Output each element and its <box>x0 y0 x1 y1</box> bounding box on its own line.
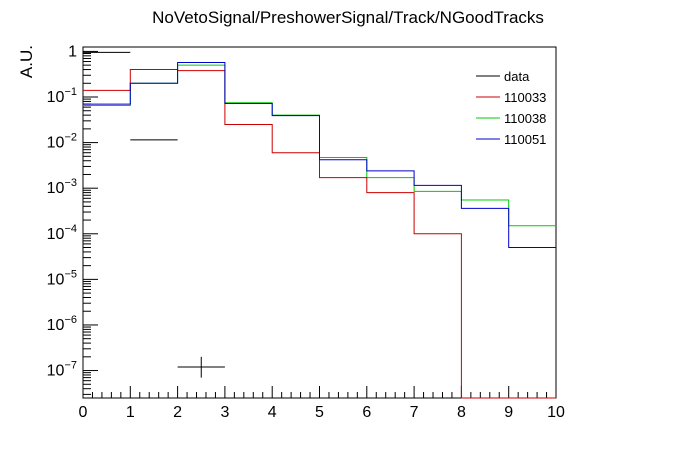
y-tick-label: 10−4 <box>47 223 77 243</box>
y-axis-label: A.U. <box>17 45 36 78</box>
x-tick-label: 5 <box>315 404 324 421</box>
x-tick-label: 2 <box>173 404 182 421</box>
x-tick-label: 4 <box>268 404 277 421</box>
legend: data 110033 110038 110051 <box>476 69 546 147</box>
legend-label-110051: 110051 <box>504 132 546 147</box>
chart-title: NoVetoSignal/PreshowerSignal/Track/NGood… <box>152 8 544 27</box>
y-tick-label: 10−2 <box>47 132 77 152</box>
x-tick-label: 7 <box>410 404 419 421</box>
x-tick-label: 1 <box>126 404 135 421</box>
x-tick-label: 9 <box>504 404 513 421</box>
y-tick-label: 10−3 <box>47 177 77 197</box>
series-110051-line <box>83 62 556 249</box>
x-tick-label: 6 <box>362 404 371 421</box>
x-tick-label: 3 <box>220 404 229 421</box>
y-tick-label: 1 <box>68 43 77 60</box>
x-tick-label: 0 <box>79 404 88 421</box>
y-tick-label: 10−5 <box>47 268 77 288</box>
y-tick-label: 10−7 <box>47 360 77 380</box>
y-tick-label: 10−1 <box>47 86 77 106</box>
axes: 0 1 2 3 4 5 6 7 8 9 10 1 10−1 10−2 10−3 10−4 10−5 10−6 10−… <box>47 43 565 421</box>
x-tick-label: 10 <box>547 404 565 421</box>
series-layer <box>83 51 556 399</box>
legend-label-data: data <box>504 69 530 84</box>
legend-label-110033: 110033 <box>504 90 546 105</box>
y-tick-label: 10−6 <box>47 314 77 334</box>
legend-label-110038: 110038 <box>504 111 546 126</box>
x-tick-label: 8 <box>457 404 466 421</box>
